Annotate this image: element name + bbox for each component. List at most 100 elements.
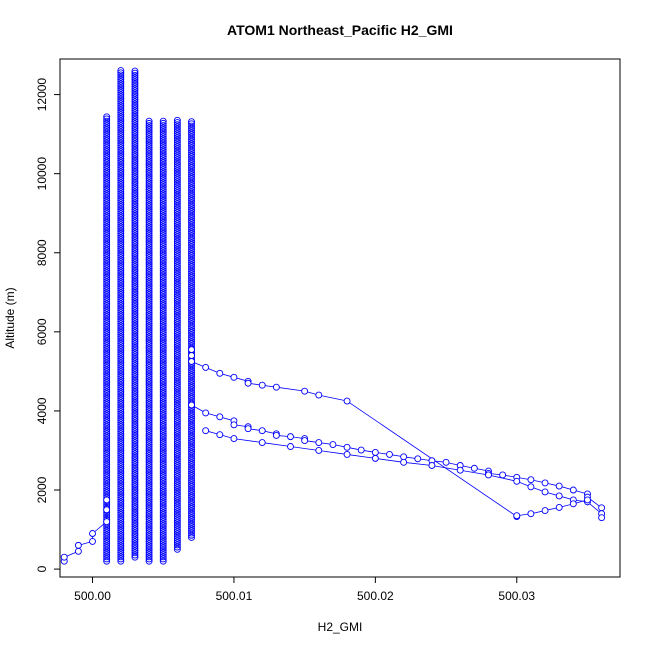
data-point [145,533,153,541]
data-point [159,280,167,288]
data-point [159,388,167,396]
data-point [343,397,351,405]
data-point [103,214,111,222]
data-point [145,467,153,475]
data-point [131,309,139,317]
data-point [103,128,111,136]
data-point [159,188,167,196]
data-point [103,216,111,224]
data-point [173,251,181,258]
data-point [159,126,167,134]
data-point [131,401,139,409]
data-point [117,383,125,391]
data-point [272,431,280,439]
data-point [117,201,125,209]
data-point [159,449,167,457]
data-point [159,397,167,405]
data-point [188,446,195,453]
data-point [117,192,125,200]
data-point [103,465,111,473]
data-point [173,275,181,283]
data-point [173,405,181,412]
data-point [159,317,167,325]
data-point [131,170,139,178]
data-point [131,201,139,209]
data-point [131,195,139,203]
data-point [188,450,195,458]
data-point [131,382,139,390]
data-point [131,533,139,541]
data-point [103,260,111,268]
data-point [173,191,181,199]
data-point [145,507,153,515]
data-point [117,416,125,424]
data-point [131,129,139,137]
data-point [159,309,167,317]
data-point [103,460,111,468]
data-point [173,442,181,450]
data-point [131,536,139,544]
data-point [117,397,125,405]
series [188,346,521,520]
data-point [117,67,125,75]
data-point [131,472,139,480]
data-point [244,425,252,433]
data-point [173,475,181,483]
data-point [230,435,238,443]
data-point [145,350,153,358]
data-point [131,113,139,121]
data-point [145,436,153,444]
data-point [131,148,139,156]
data-point [188,234,195,242]
data-point [145,471,153,479]
data-point [117,203,125,211]
data-point [145,500,153,508]
data-point [173,411,181,419]
data-point [188,138,195,145]
data-point [117,243,125,251]
data-point [188,336,195,343]
data-point [103,379,111,387]
data-point [131,175,139,183]
data-point [131,254,139,262]
data-point [159,476,167,484]
data-point [131,133,139,141]
data-point [188,215,195,222]
data-point [103,172,111,180]
data-point [145,324,153,332]
data-point [145,368,153,376]
data-point [117,522,125,530]
series [188,401,606,512]
data-point [117,469,125,477]
data-point [103,192,111,200]
data-point [145,491,153,499]
data-point [145,542,153,550]
data-point [188,245,195,253]
data-point [131,269,139,277]
data-point [117,491,125,499]
data-point [117,265,125,273]
data-point [159,185,167,193]
data-point [159,300,167,308]
data-point [103,157,111,165]
data-point [145,166,153,174]
data-point [145,119,153,127]
data-point [145,346,153,354]
data-point [159,434,167,442]
data-point [173,169,181,177]
data-point [173,499,181,507]
data-point [117,267,125,275]
data-point [145,344,153,352]
data-point [159,524,167,532]
data-point [117,388,125,396]
data-point [173,281,181,289]
data-point [541,507,549,515]
data-point [188,531,195,539]
data-point [131,100,139,108]
data-point [145,185,153,193]
data-point [117,511,125,519]
x-axis: 500.00 500.01 500.02 500.03 [74,577,535,603]
data-point [131,151,139,159]
data-point [145,377,153,385]
data-point [188,226,195,233]
